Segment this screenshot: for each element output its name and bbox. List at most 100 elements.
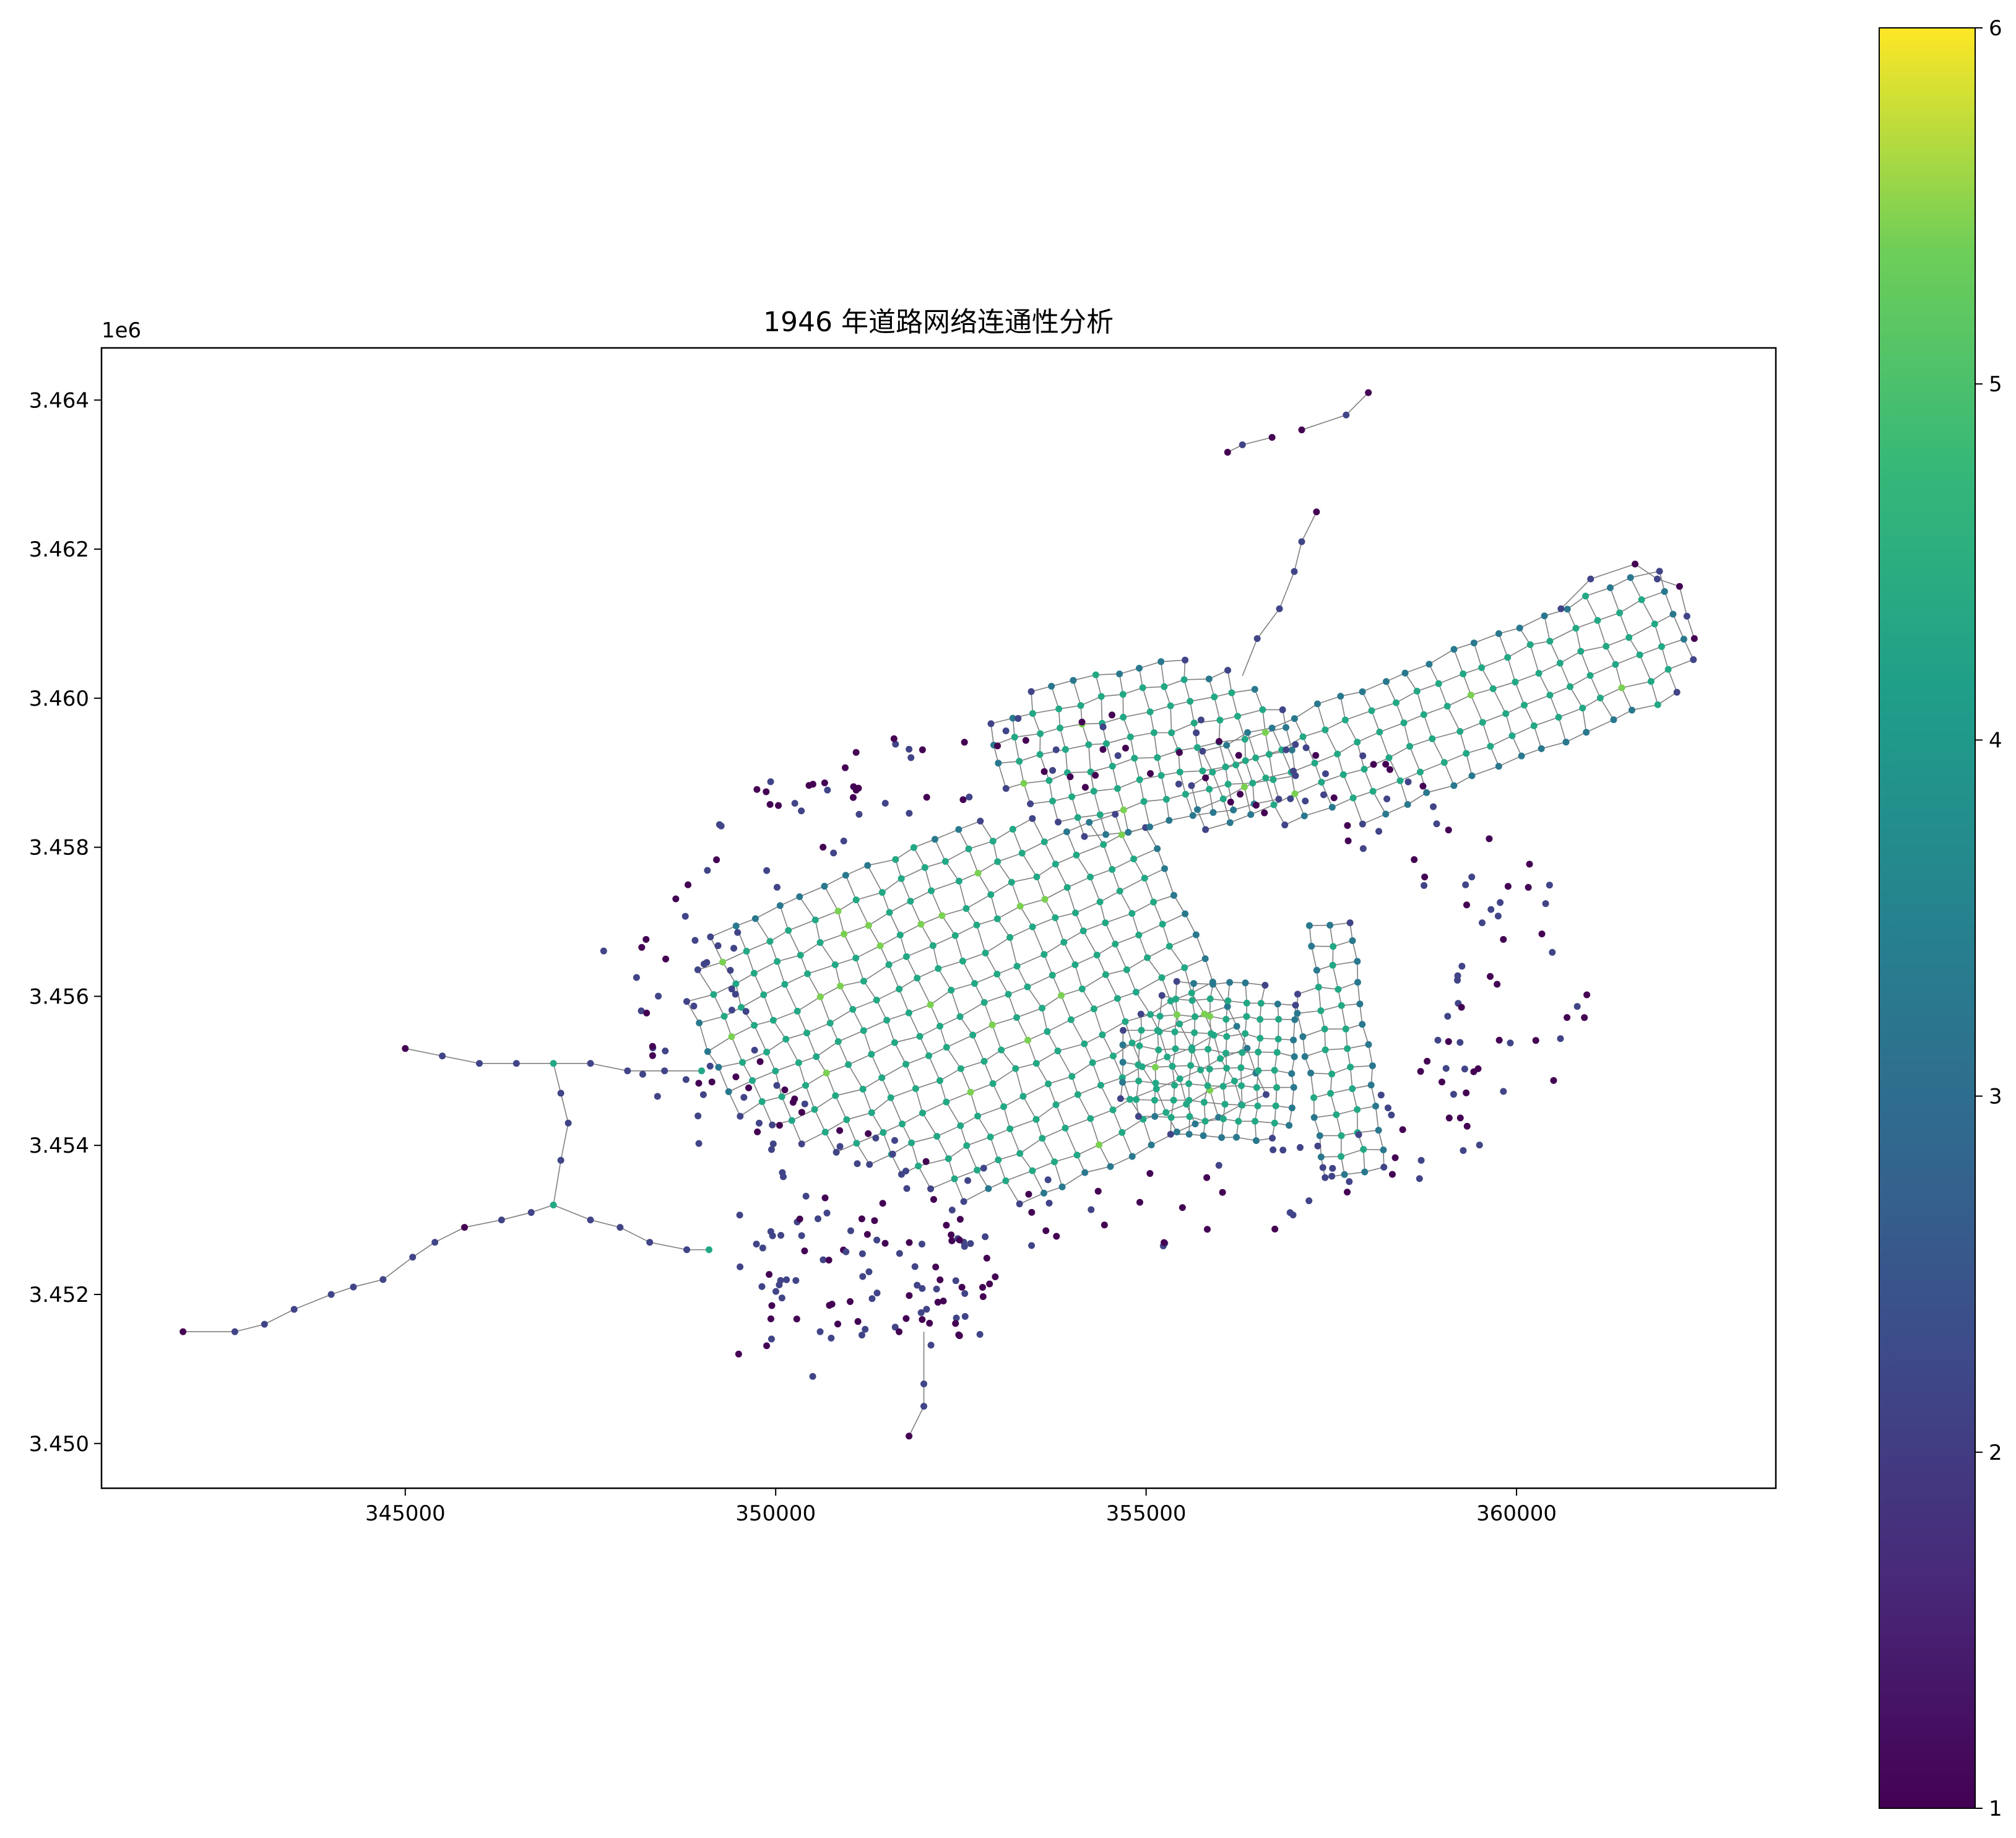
road-edge (1031, 685, 1052, 692)
road-node (1530, 722, 1538, 729)
road-edge (710, 926, 737, 938)
road-edge (824, 886, 839, 912)
road-node (740, 1094, 748, 1101)
road-edge (976, 918, 998, 926)
road-node (1152, 1064, 1159, 1071)
road-edge (1375, 1106, 1379, 1130)
road-edge (917, 968, 939, 979)
road-edge (946, 1091, 971, 1103)
road-node (992, 1273, 999, 1281)
road-edge (1096, 955, 1107, 975)
road-node (1445, 1038, 1452, 1045)
road-node (1654, 701, 1661, 708)
road-edge (1245, 760, 1253, 784)
road-node (1356, 1000, 1364, 1008)
road-edge (797, 1011, 808, 1033)
road-node (1202, 826, 1209, 833)
road-node (1109, 1052, 1117, 1060)
road-node (1108, 711, 1115, 719)
road-node (1168, 729, 1175, 737)
road-node (795, 1059, 802, 1067)
road-node (926, 1319, 933, 1327)
road-edge (1341, 1005, 1347, 1030)
road-edge (1233, 803, 1255, 811)
road-edge (1635, 563, 1658, 579)
road-node (1346, 1178, 1353, 1186)
road-node (1089, 1059, 1096, 1067)
road-edge (998, 1153, 1020, 1161)
road-edge (1330, 1093, 1337, 1115)
road-node (1193, 729, 1200, 737)
road-node (1101, 1221, 1108, 1229)
road-edge (1156, 848, 1166, 869)
road-node (993, 970, 1001, 978)
road-edge (1125, 1013, 1151, 1023)
road-node (1128, 910, 1136, 917)
road-node (1542, 900, 1549, 908)
road-edge (977, 861, 998, 874)
colorbar-gradient (1879, 27, 1976, 1809)
road-edge (920, 924, 934, 946)
road-edge (1318, 987, 1322, 1011)
road-node (1500, 1088, 1507, 1095)
road-node (1327, 1090, 1335, 1097)
road-edge (1119, 877, 1145, 892)
road-node (1359, 845, 1367, 852)
road-edge (1095, 674, 1102, 697)
road-node (1062, 746, 1069, 753)
road-edge (1222, 786, 1245, 800)
road-node (1257, 1000, 1265, 1007)
road-node (1188, 997, 1196, 1004)
road-edge (1388, 757, 1401, 781)
road-edge (1641, 591, 1665, 600)
road-node (1507, 1039, 1514, 1047)
road-node (778, 1093, 785, 1101)
road-edge (1417, 683, 1439, 692)
road-edge (1664, 591, 1674, 615)
road-edge (1196, 809, 1206, 830)
road-edge (1498, 633, 1508, 658)
road-node (1041, 896, 1049, 903)
road-edge (1102, 1021, 1126, 1036)
road-node (1151, 1096, 1158, 1104)
road-edge (938, 968, 952, 991)
road-edge (886, 1012, 909, 1021)
road-node (695, 1140, 703, 1147)
road-edge (1202, 745, 1227, 752)
road-edge (1352, 1088, 1358, 1110)
road-edge (1615, 664, 1622, 688)
road-node (961, 1313, 969, 1320)
road-node (755, 1119, 763, 1127)
road-node (694, 1112, 702, 1120)
road-node (1202, 774, 1209, 781)
road-edge (1273, 804, 1286, 825)
road-node (1680, 635, 1687, 643)
road-node (1315, 984, 1322, 991)
road-edge (954, 935, 964, 961)
road-node (963, 905, 970, 912)
road-edge (1083, 930, 1097, 956)
y-tick-label: 3.452 (29, 1283, 89, 1307)
road-node (1290, 1036, 1297, 1044)
road-edge (1126, 969, 1137, 992)
road-edge (1183, 967, 1193, 994)
road-edge (925, 860, 946, 869)
road-node (1343, 411, 1350, 418)
road-node (834, 1320, 842, 1328)
road-node (1222, 1016, 1230, 1023)
road-node (1252, 754, 1260, 761)
road-node (180, 1328, 187, 1335)
road-node (1118, 1129, 1126, 1136)
road-node (982, 950, 989, 957)
road-node (1135, 1112, 1142, 1120)
road-node (940, 1298, 947, 1305)
road-edge (1250, 804, 1274, 815)
road-edge (1078, 1085, 1101, 1095)
road-node (1270, 1146, 1277, 1153)
road-edge (741, 994, 764, 1008)
road-node (1243, 1013, 1250, 1020)
road-node (1416, 1175, 1423, 1182)
road-edge (837, 1030, 864, 1043)
road-node (1019, 1093, 1027, 1100)
road-node (1147, 770, 1154, 778)
